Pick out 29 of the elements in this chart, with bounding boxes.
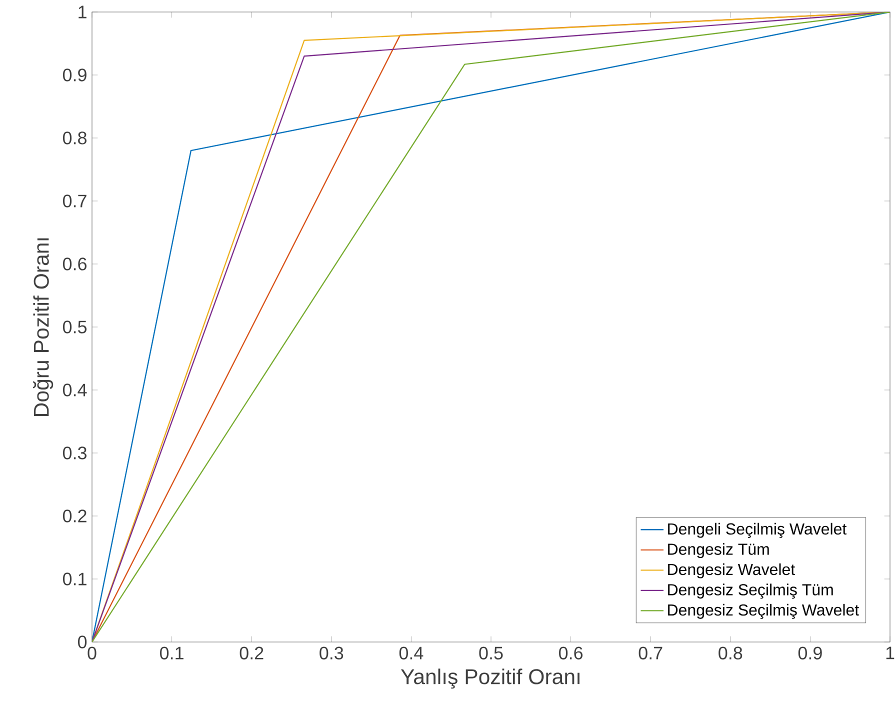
y-tick-label: 0.8 [62, 132, 86, 144]
x-tick-label: 0.3 [320, 646, 344, 660]
legend-label: Dengesiz Wavelet [668, 563, 795, 578]
x-tick-label: 0.6 [559, 646, 583, 660]
legend-label: Dengesiz Seçilmiş Tüm [668, 584, 833, 599]
y-tick-label: 0.1 [62, 572, 86, 586]
y-tick-label: 0.9 [62, 68, 86, 82]
y-tick-label: 1 [78, 6, 86, 18]
y-axis-title: Doğru Pozitif Oranı [32, 238, 54, 416]
y-tick-label: 0.5 [62, 320, 87, 334]
x-tick-label: 0.7 [638, 646, 662, 660]
y-tick-label: 0.6 [62, 258, 86, 270]
y-tick-label: 0.4 [62, 384, 87, 396]
x-tick-label: 0.5 [479, 646, 503, 660]
x-tick-label: 0.9 [798, 646, 822, 660]
y-tick-label: 0.2 [62, 510, 86, 522]
y-tick-label: 0 [78, 636, 87, 648]
x-tick-label: 1 [886, 646, 894, 660]
legend-label: Dengesiz Tüm [668, 543, 769, 558]
x-tick-label: 0.2 [240, 646, 264, 660]
x-tick-label: 0 [88, 646, 96, 660]
legend-label: Dengesiz Seçilmiş Wavelet [668, 604, 859, 619]
y-tick-label: 0.7 [62, 194, 86, 208]
y-tick-label: 0.3 [62, 446, 86, 460]
legend-label: Dengeli Seçilmiş Wavelet [668, 522, 847, 538]
x-tick-label: 0.4 [399, 646, 424, 660]
x-tick-label: 0.1 [160, 646, 184, 660]
x-tick-label: 0.8 [718, 646, 742, 660]
x-axis-title: Yanlış Pozitif Oranı [400, 668, 580, 689]
